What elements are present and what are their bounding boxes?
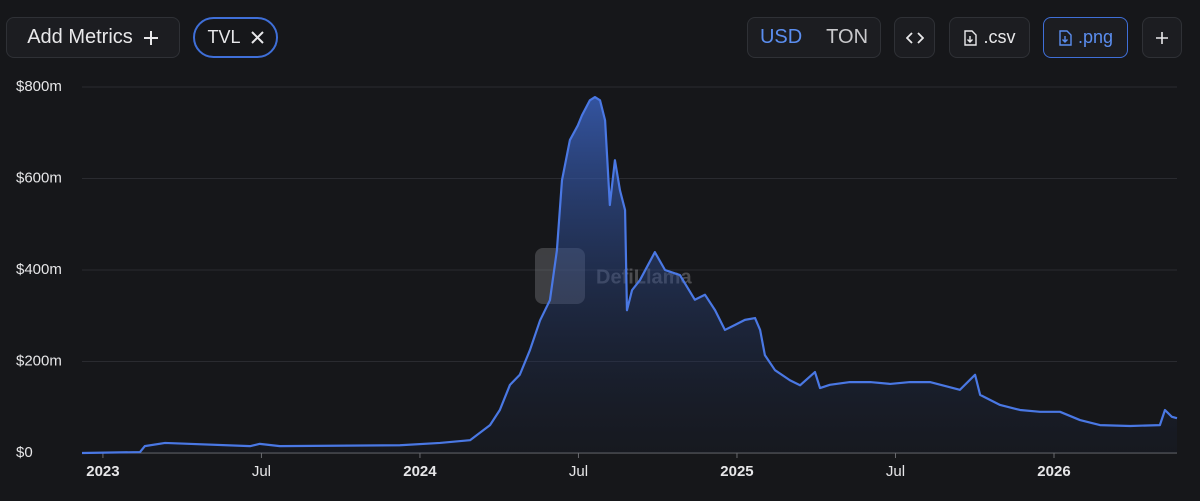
currency-toggle: USD TON [747, 17, 881, 58]
watermark: DefiLlama [535, 248, 692, 304]
x-tick-label: Jul [569, 463, 588, 480]
code-icon [905, 31, 924, 44]
x-tick-label: 2026 [1037, 463, 1070, 480]
watermark-text: DefiLlama [596, 266, 692, 288]
x-tick-label: Jul [252, 463, 271, 480]
csv-button[interactable]: .csv [949, 17, 1030, 58]
plus-icon [143, 30, 158, 45]
y-tick-label: $200m [16, 352, 62, 369]
label: .csv [983, 27, 1016, 47]
label: .png [1077, 27, 1114, 47]
label: Add Metrics [27, 26, 133, 48]
file-icon [964, 29, 978, 46]
metric-chip[interactable]: TVL [193, 17, 278, 58]
embed-button[interactable] [894, 17, 935, 58]
currency-option[interactable]: TON [826, 26, 869, 48]
x-tick-label: Jul [886, 463, 905, 480]
currency-option[interactable]: USD [759, 26, 803, 48]
x-tick-label: 2025 [720, 463, 753, 480]
x-tick-label: 2023 [86, 463, 119, 480]
area-fill [82, 97, 1177, 453]
y-tick-label: $0 [16, 444, 33, 461]
line [81, 95, 1178, 455]
file-icon [1059, 29, 1072, 46]
label: TVL [207, 27, 241, 47]
y-tick-label: $600m [16, 169, 62, 186]
y-tick-label: $800m [16, 78, 62, 95]
y-tick-label: $400m [16, 261, 62, 278]
png-button[interactable]: .png [1043, 17, 1128, 58]
add-metrics-button[interactable]: Add Metrics [6, 17, 180, 58]
more-button[interactable] [1142, 17, 1182, 58]
close-icon[interactable] [250, 31, 264, 44]
x-tick-label: 2024 [403, 463, 437, 480]
plus-icon [1156, 31, 1168, 44]
